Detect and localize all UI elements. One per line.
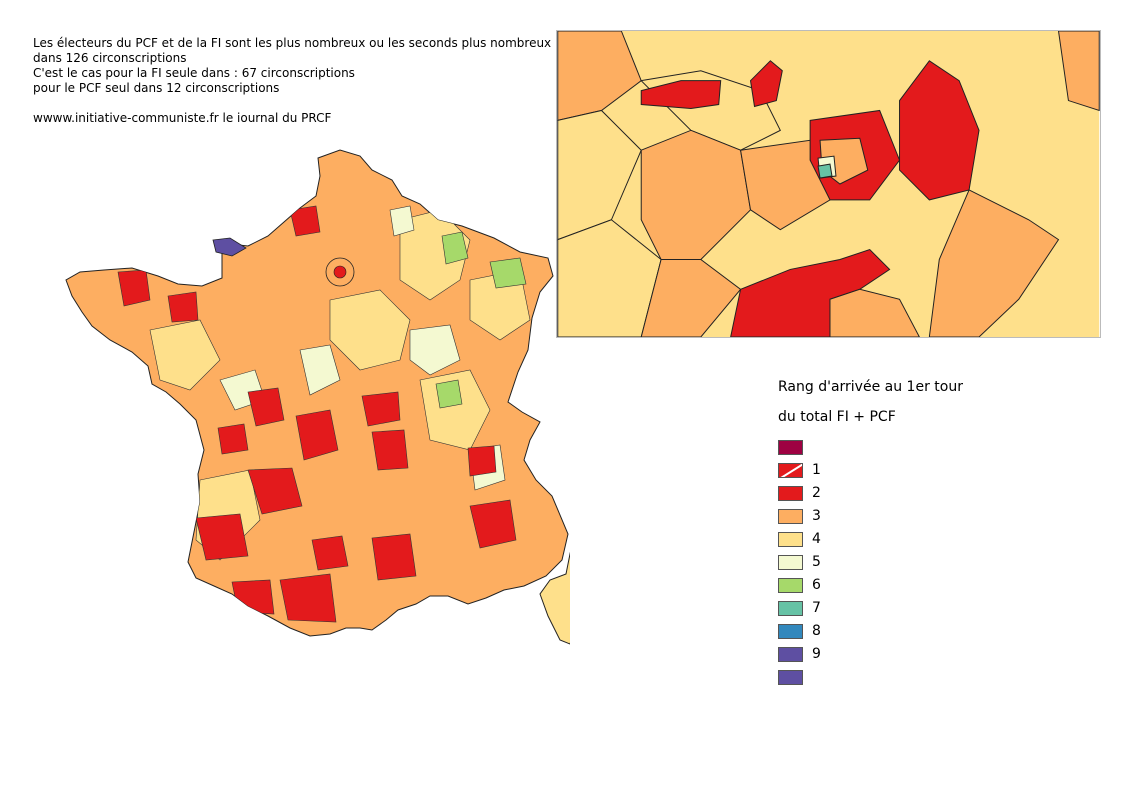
legend-swatch — [778, 463, 803, 478]
legend-item-1: 1 — [778, 459, 963, 482]
header-line-1: Les électeurs du PCF et de la FI sont le… — [33, 36, 552, 50]
legend-item-label: 1 — [812, 462, 821, 478]
legend-swatch — [778, 555, 803, 570]
legend: Rang d'arrivée au 1er tour du total FI +… — [778, 376, 963, 689]
region-red-brittany-2 — [167, 291, 199, 323]
header-line-2: dans 126 circonscriptions — [33, 51, 187, 65]
inset-region-red-north — [640, 80, 722, 109]
legend-item-label: 7 — [812, 600, 821, 616]
region-light-1 — [409, 324, 461, 376]
region-light-2 — [299, 344, 341, 396]
region-green-lorraine — [489, 257, 527, 289]
legend-swatch — [778, 509, 803, 524]
region-red-isere — [469, 499, 517, 549]
legend-item-label: 8 — [812, 623, 821, 639]
inset-region-paris-teal — [817, 163, 833, 179]
header-line-4: pour le PCF seul dans 12 circonscription… — [33, 81, 280, 95]
mainland-regions — [65, 149, 569, 637]
inset-region-orange-east — [928, 189, 1060, 337]
legend-swatch — [778, 670, 803, 685]
region-red-loire — [467, 445, 497, 477]
inset-region-red-east — [899, 60, 980, 201]
inset-region-orange-west — [640, 129, 752, 261]
region-red-landes — [195, 513, 249, 561]
legend-item-3: 3 — [778, 505, 963, 528]
legend-item-5: 5 — [778, 551, 963, 574]
legend-swatch — [778, 440, 803, 455]
region-green-centre — [435, 379, 463, 409]
region-purple-normandy — [212, 237, 247, 257]
legend-item-label: 3 — [812, 508, 821, 524]
region-red-ariege — [279, 573, 337, 623]
paris-inset-map — [556, 30, 1101, 338]
legend-item-label: 9 — [812, 646, 821, 662]
region-red-poitou — [247, 387, 285, 427]
legend-item-9: 9 — [778, 643, 963, 666]
region-red-brittany — [117, 269, 151, 307]
region-red-gard — [371, 533, 417, 581]
header-line-3: C'est le cas pour la FI seule dans : 67 … — [33, 66, 355, 80]
legend-item-4: 4 — [778, 528, 963, 551]
inset-region-top-left — [557, 31, 642, 122]
region-red-limousin — [295, 409, 339, 461]
region-red-tarn — [311, 535, 349, 571]
legend-title-2: du total FI + PCF — [778, 409, 896, 425]
region-red-dordogne — [247, 467, 303, 515]
inset-region-orange-centre — [740, 139, 831, 231]
legend-swatch — [778, 532, 803, 547]
region-red-normandy — [289, 205, 321, 237]
legend-item-8: 8 — [778, 620, 963, 643]
legend-item-label: 2 — [812, 485, 821, 501]
legend-swatch — [778, 624, 803, 639]
legend-item-2: 2 — [778, 482, 963, 505]
legend-swatch — [778, 601, 803, 616]
legend-swatch — [778, 578, 803, 593]
map-header: Les électeurs du PCF et de la FI sont le… — [33, 36, 553, 122]
region-light-5 — [389, 205, 415, 237]
legend-item-label: 4 — [812, 531, 821, 547]
corsica-island — [539, 552, 570, 645]
region-red-auvergne — [371, 429, 409, 471]
source-url: wwww.initiative-communiste.fr le journal… — [33, 111, 332, 122]
legend-item-7: 7 — [778, 597, 963, 620]
legend-item-label: 6 — [812, 577, 821, 593]
paris-center — [333, 265, 347, 279]
corsica — [539, 552, 570, 645]
inset-region-red-north-2 — [749, 60, 783, 108]
region-green-champagne — [441, 231, 469, 265]
region-pale-west — [149, 319, 221, 391]
region-red-allier — [361, 391, 401, 427]
legend-title-1: Rang d'arrivée au 1er tour — [778, 379, 963, 395]
france-map — [65, 149, 570, 645]
inset-region-orange-northeast — [1057, 31, 1100, 112]
inset-region-orange-southwest — [640, 259, 742, 337]
region-pale-centre — [329, 289, 411, 371]
region-red-vienne — [217, 423, 249, 455]
legend-item-label: 5 — [812, 554, 821, 570]
inset-region-red-south — [730, 249, 891, 337]
inset-region-orange-south — [829, 288, 920, 337]
legend-swatch — [778, 486, 803, 501]
legend-item-6: 6 — [778, 574, 963, 597]
inset-region-left — [557, 109, 642, 241]
legend-item-unlabeled-bottom — [778, 666, 963, 689]
legend-item-unlabeled-top — [778, 436, 963, 459]
legend-swatch — [778, 647, 803, 662]
